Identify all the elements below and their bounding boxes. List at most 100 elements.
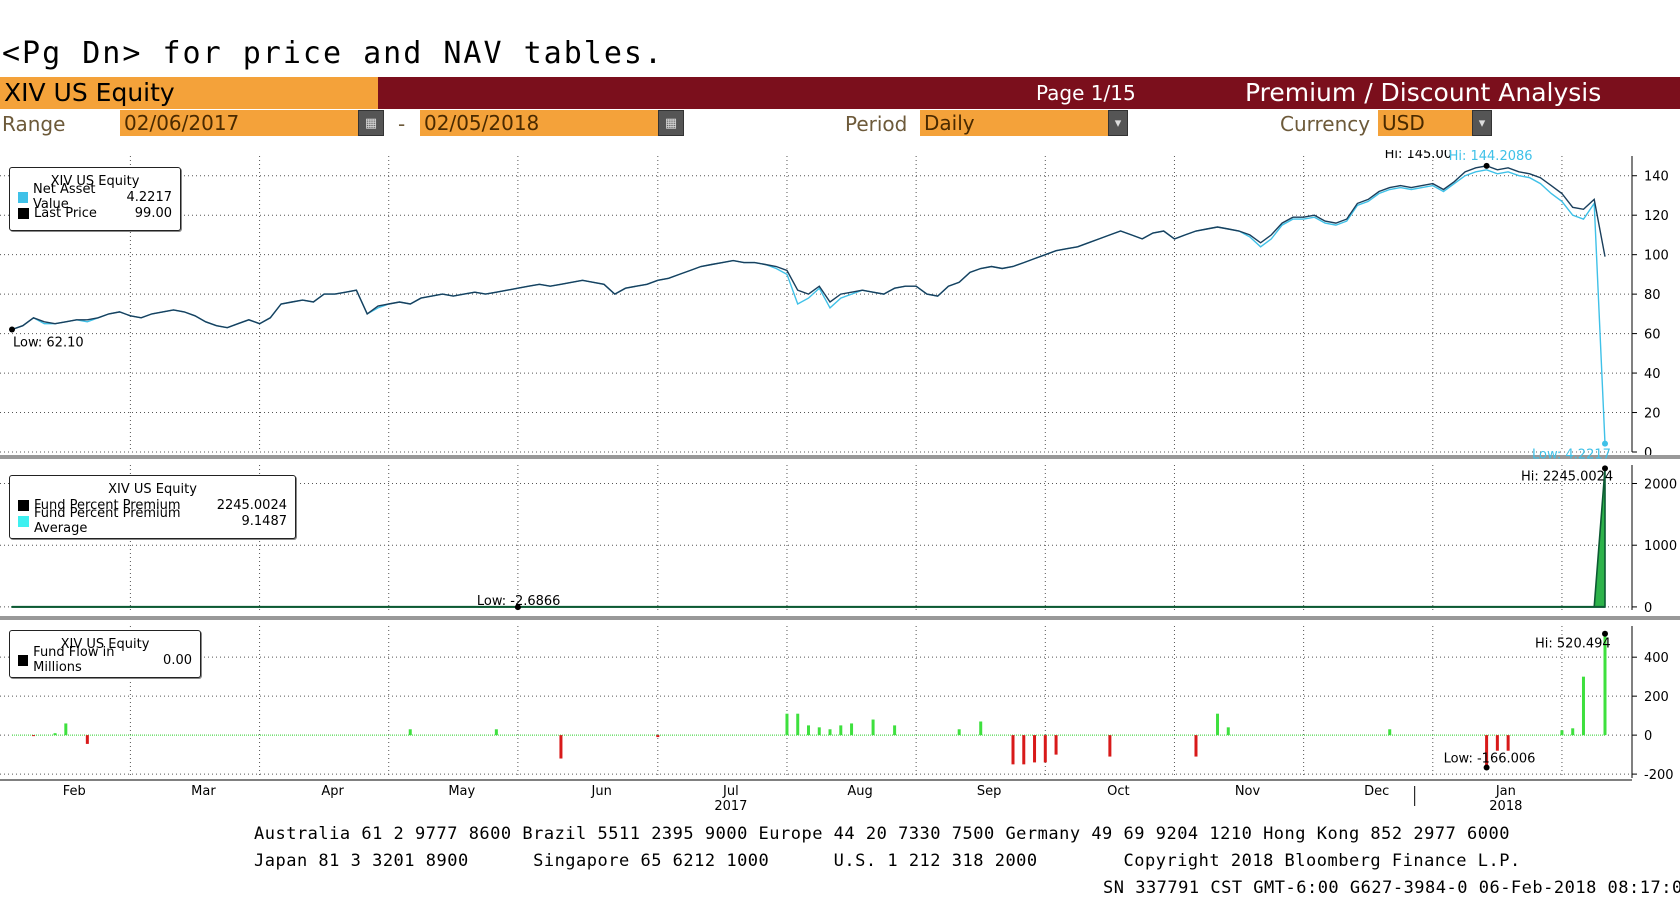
y-tick-label: 100 [1644,249,1669,264]
y-tick-label: -200 [1644,768,1674,783]
legend-swatch [18,515,29,527]
x-tick-label: Feb [63,784,86,799]
legend-value: 9.1487 [241,513,288,529]
flow-bar [1226,727,1230,736]
annotation-hi-last-price: Hi: 145.00 [1385,150,1452,162]
calendar-icon[interactable]: ▦ [658,110,684,136]
flow-bar [1560,730,1564,736]
premium-discount-chart: 0 20 40 60 80 100 120 140 0 1000 2000 -200 0 200 400 Hi… [0,150,1680,814]
flow-bar [559,735,563,759]
flow-bar [1506,735,1510,751]
annotation-low-last-price: Low: 62.10 [13,335,84,350]
annotation-hi-premium: Hi: 2245.0024 [1521,469,1613,484]
x-tick-label: Oct [1107,784,1129,799]
hi-marker [1483,162,1490,169]
y-tick-label: 120 [1644,209,1669,224]
panel-title: Premium / Discount Analysis [1245,78,1602,107]
flow-bar [32,735,36,737]
flow-bar [1581,676,1585,736]
footer-phones: Australia 61 2 9777 8600 Brazil 5511 239… [254,824,1510,844]
flow-legend: XIV US Equity Fund Flow in Millions 0.00 [9,630,201,678]
annotation-low-premium: Low: -2.6866 [477,594,561,609]
panel-divider [0,616,1680,620]
y-tick-label: 0 [1644,729,1652,744]
currency-label: Currency [1280,112,1371,136]
legend-item-nav: Net Asset Value 4.2217 [10,182,180,212]
start-date-input[interactable]: 02/06/2017 [120,110,358,136]
y-tick-label: 140 [1644,170,1669,185]
legend-item-premium: Fund Percent Premium 2245.0024 [10,497,295,513]
calendar-icon[interactable]: ▦ [358,110,384,136]
flow-bar [656,735,660,738]
flow-bar [957,729,961,736]
x-tick-label: Jun [591,784,612,799]
x-tick-label: Dec [1364,784,1389,799]
footer-session: SN 337791 CST GMT-6:00 G627-3984-0 06-Fe… [1103,878,1680,898]
legend-swatch [18,207,29,219]
y-tick-label: 20 [1644,407,1661,422]
panel-divider [0,455,1680,459]
x-tick-label: Nov [1235,784,1261,799]
flow-bar [53,733,57,736]
flow-bar [839,725,843,736]
range-dash: - [398,112,406,136]
end-date-input[interactable]: 02/05/2018 [420,110,658,136]
page-hint: <Pg Dn> for price and NAV tables. [2,36,665,71]
legend-label: Last Price [34,205,97,221]
flow-bar [1043,735,1047,763]
x-year-label: 2018 [1489,799,1522,814]
y-tick-label: 2000 [1644,478,1677,493]
flow-bar [408,729,412,736]
price-legend: XIV US Equity Net Asset Value 4.2217 Last… [9,167,181,231]
flow-bar [85,735,89,744]
y-tick-label: 400 [1644,651,1669,666]
legend-title: XIV US Equity [108,482,197,497]
ticker-field[interactable]: XIV US Equity [0,77,378,109]
period-select[interactable]: Daily [920,110,1108,136]
flow-bar [1388,729,1392,736]
chevron-down-icon[interactable]: ▾ [1108,110,1128,136]
flow-bar [817,727,821,736]
chevron-down-icon[interactable]: ▾ [1472,110,1492,136]
currency-select[interactable]: USD [1378,110,1472,136]
flow-bar [1054,735,1058,755]
legend-swatch [18,654,29,666]
legend-value: 4.2217 [126,189,173,205]
x-tick-label: Mar [191,784,216,799]
y-tick-label: 0 [1644,601,1652,616]
low-marker-nav [1602,440,1608,447]
low-marker [514,604,521,611]
low-marker [9,326,15,333]
flow-bar [1022,735,1026,765]
flow-bar [893,725,897,736]
legend-label: Net Asset Value [33,182,96,212]
legend-swatch [18,499,29,511]
flow-bar [1485,735,1489,768]
legend-value: 2245.0024 [216,497,287,513]
x-tick-label: May [448,784,475,799]
y-tick-label: 200 [1644,690,1669,705]
flow-bar [850,723,854,736]
flow-bar [1216,713,1220,736]
legend-swatch [18,191,29,203]
legend-label: Fund Flow in Millions [33,645,115,675]
x-tick-label: Apr [321,784,344,799]
premium-legend: XIV US Equity Fund Percent Premium 2245.0… [9,475,296,539]
range-label: Range [2,112,66,136]
flow-bar [871,719,875,736]
flow-bar [807,725,810,736]
page-indicator: Page 1/15 [1036,81,1136,105]
annotation-hi-nav: Hi: 144.2086 [1449,150,1533,164]
legend-item-fund-flow: Fund Flow in Millions 0.00 [10,645,200,675]
period-label: Period [845,112,908,136]
flow-bar [494,729,498,736]
annotation-low-flow: Low: -166.006 [1444,751,1536,766]
flow-bar [785,713,789,736]
legend-label: Fund Percent Premium [34,497,181,513]
flow-bar [979,721,983,736]
low-marker [1483,764,1490,771]
flow-bar [1194,735,1198,757]
legend-item-last-price: Last Price 99.00 [10,205,180,221]
y-tick-label: 0 [1644,446,1652,461]
flow-bar [1011,735,1015,765]
